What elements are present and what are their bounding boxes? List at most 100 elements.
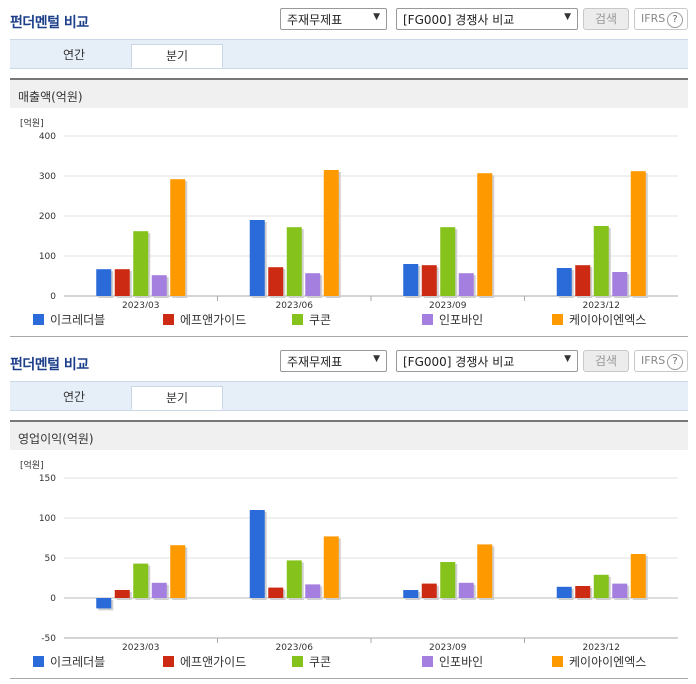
legend-item[interactable]: 이크레더블 [33, 653, 105, 670]
ifrs-help-button[interactable]: IFRS ? [634, 350, 688, 372]
legend-label: 에프앤가이드 [180, 655, 247, 669]
bar [477, 544, 493, 598]
y-tick-label: 0 [50, 292, 56, 302]
fundamental-panel-sales: 펀더멘털 비교 주재무제표 ▼ [FG000] 경쟁사 비교 ▼ 검색 IFRS… [0, 8, 696, 337]
x-tick-label: 2023/03 [122, 643, 159, 650]
bar [477, 173, 493, 296]
bar [96, 598, 112, 609]
comparison-value: [FG000] 경쟁사 비교 [403, 13, 515, 27]
legend-item[interactable]: 인포바인 [422, 653, 483, 670]
y-tick-label: 300 [39, 172, 56, 182]
legend-swatch [33, 314, 44, 325]
legend-item[interactable]: 쿠콘 [292, 311, 331, 328]
comparison-select[interactable]: [FG000] 경쟁사 비교 ▼ [396, 350, 578, 372]
bar [286, 560, 302, 598]
legend-swatch [292, 656, 303, 667]
bar [249, 510, 265, 598]
legend-item[interactable]: 에프앤가이드 [163, 311, 246, 328]
metric-header: 영업이익(억원) [10, 420, 688, 450]
bar [305, 273, 321, 296]
x-tick-label: 2023/12 [583, 301, 620, 308]
divider [10, 678, 688, 679]
legend-label: 케이아이엔엑스 [569, 313, 647, 327]
bar [556, 586, 572, 598]
bar [593, 226, 609, 296]
bar [323, 170, 339, 296]
bar [305, 584, 321, 598]
legend-swatch [292, 314, 303, 325]
ifrs-label: IFRS [641, 12, 666, 25]
legend-swatch [33, 656, 44, 667]
legend-label: 이크레더블 [50, 313, 106, 327]
legend-swatch [163, 314, 174, 325]
bar [96, 269, 112, 296]
bar [556, 268, 572, 296]
y-tick-label: 150 [39, 474, 56, 484]
x-tick-label: 2023/09 [429, 301, 467, 308]
y-unit-label: [억원] [20, 459, 44, 471]
bar [249, 220, 265, 296]
bar [268, 587, 284, 598]
legend-item[interactable]: 쿠콘 [292, 653, 331, 670]
bar [170, 179, 186, 296]
comparison-select[interactable]: [FG000] 경쟁사 비교 ▼ [396, 8, 578, 30]
y-unit-label: [억원] [20, 117, 44, 129]
chevron-down-icon: ▼ [373, 354, 380, 364]
bar [421, 265, 437, 296]
y-tick-label: 0 [50, 594, 56, 604]
legend-item[interactable]: 이크레더블 [33, 311, 105, 328]
statement-type-select[interactable]: 주재무제표 ▼ [280, 350, 387, 372]
legend-swatch [552, 656, 563, 667]
bar [133, 231, 149, 296]
legend-label: 에프앤가이드 [180, 313, 247, 327]
bar [575, 265, 591, 296]
period-tabs: 연간 분기 [10, 39, 688, 69]
y-tick-label: 100 [39, 514, 56, 524]
y-tick-label: -50 [41, 634, 56, 644]
legend-swatch [422, 656, 433, 667]
legend-swatch [552, 314, 563, 325]
legend-label: 쿠콘 [309, 313, 332, 327]
legend-item[interactable]: 인포바인 [422, 311, 483, 328]
x-tick-label: 2023/09 [429, 643, 467, 650]
legend-label: 인포바인 [439, 313, 484, 327]
statement-type-select[interactable]: 주재무제표 ▼ [280, 8, 387, 30]
legend-item[interactable]: 케이아이엔엑스 [552, 311, 646, 328]
tab-annual[interactable]: 연간 [62, 390, 86, 404]
search-button[interactable]: 검색 [583, 8, 629, 30]
chart-legend: 이크레더블 에프앤가이드 쿠콘 인포바인 케이아이엔엑스 [0, 653, 696, 671]
statement-type-value: 주재무제표 [287, 13, 343, 27]
bar [630, 171, 646, 296]
bar [114, 269, 130, 296]
x-tick-label: 2023/03 [122, 301, 159, 308]
comparison-value: [FG000] 경쟁사 비교 [403, 355, 515, 369]
tab-quarterly[interactable]: 분기 [131, 44, 223, 68]
bar [612, 583, 628, 598]
bar [170, 545, 186, 598]
tab-annual[interactable]: 연간 [62, 48, 86, 62]
y-tick-label: 50 [45, 554, 57, 564]
x-tick-label: 2023/06 [276, 301, 314, 308]
panel-title: 펀더멘털 비교 [10, 357, 89, 373]
bar [440, 227, 456, 296]
ifrs-label: IFRS [641, 354, 666, 367]
chart-legend: 이크레더블 에프앤가이드 쿠콘 인포바인 케이아이엔엑스 [0, 311, 696, 329]
chevron-down-icon: ▼ [564, 12, 571, 22]
bar [323, 536, 339, 598]
y-tick-label: 400 [39, 132, 56, 142]
question-icon: ? [667, 354, 683, 370]
search-button[interactable]: 검색 [583, 350, 629, 372]
bar [593, 574, 609, 598]
bar [458, 273, 474, 296]
tab-quarterly[interactable]: 분기 [131, 386, 223, 410]
y-tick-label: 200 [39, 212, 56, 222]
divider [10, 336, 688, 337]
x-tick-label: 2023/12 [583, 643, 620, 650]
legend-item[interactable]: 케이아이엔엑스 [552, 653, 646, 670]
x-tick-label: 2023/06 [276, 643, 314, 650]
operating-income-bar-chart: [억원] -50 0 50 100 150 2023/03 2023/06 2023/09 202… [20, 459, 678, 650]
ifrs-help-button[interactable]: IFRS ? [634, 8, 688, 30]
panel-title: 펀더멘털 비교 [10, 15, 89, 31]
legend-item[interactable]: 에프앤가이드 [163, 653, 246, 670]
bar [133, 563, 149, 598]
